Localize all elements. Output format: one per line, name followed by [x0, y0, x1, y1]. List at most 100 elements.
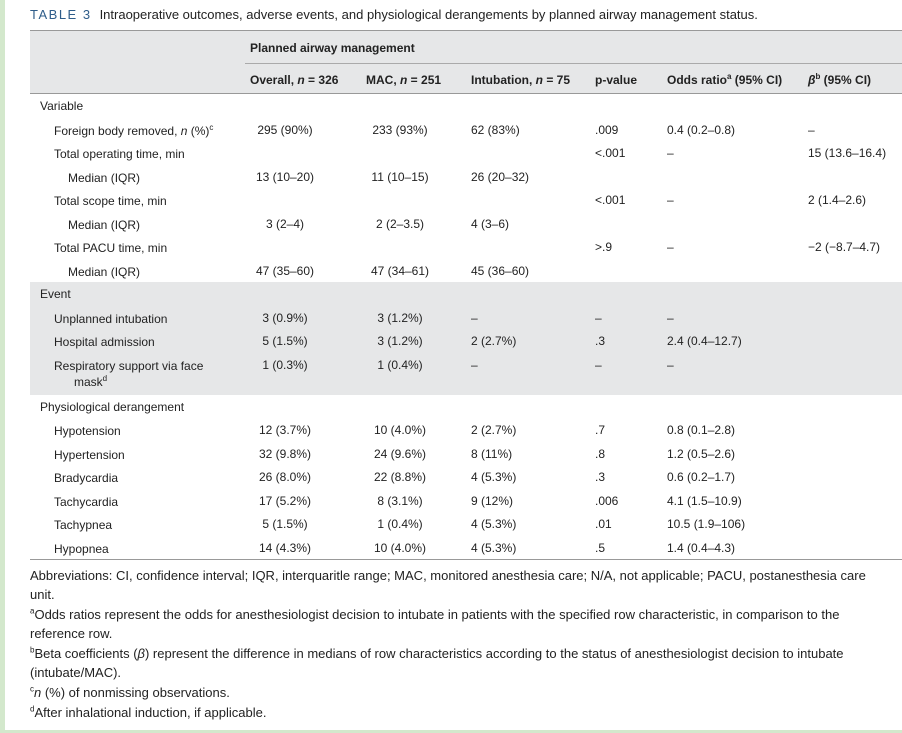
column-header: Odds ratioa (95% CI) — [667, 72, 782, 88]
cell: – — [471, 357, 478, 372]
cell: – — [667, 357, 674, 372]
cell: 11 (10–15) — [371, 169, 429, 184]
section-row: Variable — [30, 94, 902, 118]
text: Total scope time, min — [54, 194, 167, 208]
table-title: TABLE 3 Intraoperative outcomes, adverse … — [30, 7, 758, 22]
cell: .006 — [595, 493, 619, 508]
text: = 326 — [304, 73, 339, 87]
cell: 1 (0.3%) — [262, 357, 308, 372]
title-text: Intraoperative outcomes, adverse events,… — [99, 7, 758, 22]
row-label: Hypertension — [54, 447, 234, 463]
text: Total PACU time, min — [54, 241, 168, 255]
text: After inhalational induction, if applica… — [34, 705, 267, 720]
section: Physiological derangement Hypotension 12 (… — [30, 395, 902, 560]
cell: 2 (1.4–2.6) — [808, 193, 867, 207]
cell: −2 (−8.7–4.7) — [808, 240, 881, 254]
cell: .3 — [595, 470, 606, 484]
row-label: Total operating time, min — [54, 146, 234, 162]
cell: 45 (36–60) — [471, 263, 530, 278]
header-rule — [245, 63, 902, 64]
table-row: Total scope time, min <.001 – 2 (1.4–2.6) — [30, 188, 902, 212]
text: Odds ratios represent the odds for anest… — [30, 607, 840, 641]
cell: 15 (13.6–16.4) — [808, 146, 887, 160]
text: ) represent the difference in medians of… — [30, 646, 844, 680]
cell: 10 (4.0%) — [373, 423, 427, 437]
footnote: dAfter inhalational induction, if applic… — [30, 703, 892, 722]
cell: 22 (8.8%) — [373, 470, 427, 484]
table-row: Total operating time, min <.001 – 15 (13.6–… — [30, 141, 902, 165]
italic: n — [535, 73, 543, 87]
frame — [0, 0, 5, 733]
cell: 8 (11%) — [471, 446, 513, 461]
cell: 0.8 (0.1–2.8) — [667, 423, 736, 437]
cell: <.001 — [595, 193, 626, 207]
cell: 4 (5.3%) — [471, 517, 517, 531]
italic: β — [137, 646, 145, 661]
italic: n — [400, 73, 408, 87]
cell: .009 — [595, 122, 619, 137]
cell: – — [471, 310, 478, 325]
superscript: a — [727, 72, 732, 81]
cell: – — [808, 122, 815, 137]
cell: 0.4 (0.2–0.8) — [667, 122, 736, 137]
row-label: Total scope time, min — [54, 193, 234, 209]
section-name: Event — [40, 287, 71, 301]
text: (%) of nonmissing observations. — [41, 685, 230, 700]
cell: .01 — [595, 517, 612, 531]
text: Hypotension — [54, 424, 121, 438]
table-row: Total PACU time, min >.9 – −2 (−8.7–4.7) — [30, 235, 902, 259]
section: Variable Foreign body removed, n (%)c 295 … — [30, 94, 902, 282]
superscript: c — [209, 122, 214, 132]
cell: 2 (2.7%) — [471, 334, 517, 348]
text: Unplanned intubation — [54, 311, 168, 326]
cell: 9 (12%) — [471, 493, 514, 508]
italic: β — [808, 73, 816, 87]
table-rule — [30, 559, 902, 560]
cell: 4.1 (1.5–10.9) — [667, 493, 742, 508]
row-label: Bradycardia — [54, 470, 234, 486]
cell: 26 (20–32) — [471, 169, 530, 184]
table-row: Hospital admission 5 (1.5%) 3 (1.2%) 2 (2.7… — [30, 329, 902, 353]
cell: 47 (35–60) — [255, 263, 315, 278]
cell: 47 (34–61) — [370, 263, 430, 278]
frame — [0, 730, 902, 733]
row-label: Hypotension — [54, 423, 234, 439]
cell: .3 — [595, 334, 606, 348]
row-label: Median (IQR) — [68, 264, 248, 280]
column-header: βb (95% CI) — [808, 73, 872, 88]
footnote: bBeta coefficients (β) represent the dif… — [30, 644, 892, 682]
footnotes: Abbreviations: CI, confidence interval; … — [30, 566, 892, 723]
table-row: Unplanned intubation 3 (0.9%) 3 (1.2%) – – – — [30, 306, 902, 330]
table-row: Hypotension 12 (3.7%) 10 (4.0%) 2 (2.7%) .7 0… — [30, 418, 902, 442]
row-label: Hypopnea — [54, 541, 234, 557]
table-number: TABLE 3 — [30, 7, 92, 22]
text: Median (IQR) — [68, 264, 141, 279]
group-header: Planned airway management — [250, 41, 415, 55]
cell: 4 (5.3%) — [471, 470, 517, 484]
cell: 32 (9.8%) — [258, 446, 312, 461]
text: Total operating time, min — [54, 147, 185, 161]
italic: n — [180, 123, 188, 138]
cell: 13 (10–20) — [255, 169, 315, 184]
section-name: Variable — [40, 99, 84, 113]
cell: – — [667, 146, 674, 160]
text: Odds ratio — [667, 73, 728, 87]
row-label: Unplanned intubation — [54, 311, 234, 327]
text: (95% CI) — [820, 73, 872, 87]
cell: 8 (3.1%) — [377, 493, 423, 508]
table-header: Planned airway management Overall, n = 3… — [30, 30, 902, 94]
table-row: Respiratory support via face maskd 1 (0.3… — [30, 353, 902, 395]
text: Hypertension — [54, 447, 125, 462]
table-body: Variable Foreign body removed, n (%)c 295 … — [30, 94, 902, 559]
cell: 1 (0.4%) — [377, 357, 423, 372]
footnote: aOdds ratios represent the odds for anes… — [30, 605, 892, 643]
cell: 1 (0.4%) — [377, 517, 423, 531]
superscript: d — [30, 704, 35, 714]
text: Median (IQR) — [68, 217, 141, 232]
column-header: Overall, n = 326 — [250, 73, 338, 87]
superscript: a — [30, 606, 35, 616]
row-label: Hospital admission — [54, 334, 234, 350]
section-name: Physiological derangement — [40, 399, 185, 414]
table-row: Hypopnea 14 (4.3%) 10 (4.0%) 4 (5.3%) .5 1.4 … — [30, 536, 902, 560]
cell: 4 (3–6) — [471, 216, 510, 231]
